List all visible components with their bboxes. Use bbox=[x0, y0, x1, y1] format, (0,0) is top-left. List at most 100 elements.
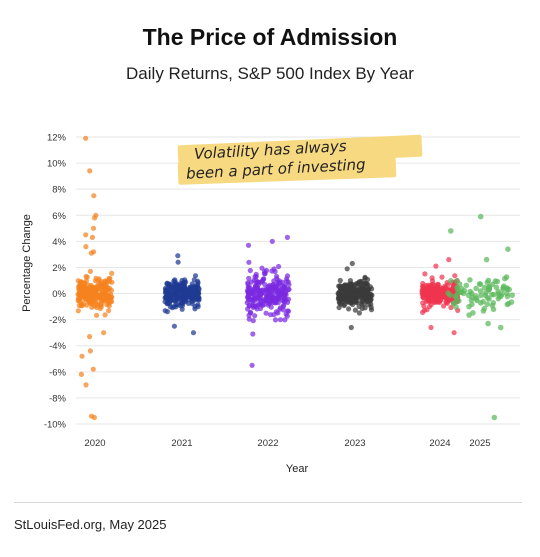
data-point-2024 bbox=[443, 299, 449, 305]
data-point-2020 bbox=[98, 304, 104, 310]
data-point-2022 bbox=[245, 289, 251, 295]
data-point-2024 bbox=[441, 303, 447, 309]
data-point-2025 bbox=[463, 282, 470, 289]
data-point-2020 bbox=[78, 289, 84, 295]
data-point-2022 bbox=[284, 273, 291, 279]
data-point-2023 bbox=[368, 301, 374, 307]
data-point-2025 bbox=[448, 228, 454, 234]
data-point-2024 bbox=[437, 292, 443, 298]
data-point-2020 bbox=[87, 334, 93, 340]
data-point-2021 bbox=[182, 299, 189, 305]
data-point-2022 bbox=[252, 297, 258, 303]
data-point-2023 bbox=[361, 301, 367, 307]
x-axis-label: Year bbox=[286, 463, 309, 475]
data-point-2021 bbox=[175, 259, 181, 265]
data-point-2022 bbox=[282, 317, 288, 323]
chart-subtitle: Daily Returns, S&P 500 Index By Year bbox=[126, 64, 414, 83]
data-point-2022 bbox=[245, 242, 252, 248]
data-point-2023 bbox=[367, 284, 373, 290]
y-tick-labels: -10% -8% -6% -4% -2% 0% 2% 4% 6% 8% 10% 12% bbox=[44, 133, 67, 431]
data-point-2020 bbox=[89, 234, 95, 240]
data-point-2025 bbox=[445, 290, 451, 296]
data-point-2024 bbox=[420, 285, 427, 291]
data-point-2022 bbox=[252, 313, 258, 319]
data-point-2020 bbox=[87, 348, 93, 354]
data-point-2022 bbox=[263, 310, 269, 316]
data-point-2025 bbox=[508, 299, 515, 305]
data-point-2025 bbox=[473, 285, 479, 292]
data-point-2022 bbox=[280, 303, 286, 309]
data-point-2023 bbox=[368, 292, 374, 298]
data-point-2025 bbox=[497, 324, 504, 331]
data-point-2025 bbox=[491, 414, 498, 421]
data-point-2021 bbox=[162, 308, 168, 314]
data-point-2020 bbox=[91, 298, 97, 304]
data-point-2020 bbox=[87, 168, 93, 174]
data-point-2021 bbox=[189, 300, 195, 307]
data-point-2025 bbox=[489, 281, 496, 288]
data-point-2020 bbox=[109, 270, 115, 276]
data-point-2023 bbox=[356, 303, 362, 309]
data-point-2021 bbox=[166, 300, 173, 307]
grid-lines bbox=[76, 136, 520, 425]
x-tick-label: 2022 bbox=[257, 438, 278, 449]
data-point-2020 bbox=[92, 215, 98, 221]
data-point-2024 bbox=[439, 274, 445, 280]
data-point-2023 bbox=[346, 299, 352, 305]
data-point-2021 bbox=[196, 285, 202, 292]
data-point-2022 bbox=[285, 308, 291, 314]
scatter-chart: -10%-8%-6%-4%-2%0%2%4%6%8%10%12% 2020 202… bbox=[21, 133, 520, 475]
data-point-2020 bbox=[78, 299, 84, 305]
data-point-2022 bbox=[252, 283, 259, 289]
y-tick-label: -8% bbox=[49, 393, 66, 404]
data-point-2020 bbox=[79, 353, 85, 359]
data-point-2025 bbox=[478, 292, 484, 299]
data-point-2021 bbox=[190, 295, 196, 301]
data-point-2025 bbox=[477, 281, 484, 288]
data-point-2020 bbox=[102, 312, 108, 318]
data-point-2022 bbox=[247, 309, 253, 316]
data-point-2021 bbox=[195, 280, 201, 286]
data-point-2024 bbox=[420, 300, 426, 306]
data-point-2024 bbox=[448, 304, 454, 311]
data-point-2022 bbox=[271, 278, 277, 284]
data-point-2025 bbox=[480, 298, 486, 305]
data-point-2021 bbox=[168, 292, 174, 298]
data-point-2020 bbox=[83, 244, 89, 250]
data-point-2020 bbox=[89, 285, 95, 291]
data-point-2022 bbox=[284, 278, 290, 284]
data-point-2022 bbox=[254, 293, 261, 299]
data-point-2024 bbox=[451, 330, 457, 336]
data-point-2022 bbox=[277, 317, 283, 323]
data-point-2020 bbox=[78, 371, 84, 377]
data-point-2022 bbox=[260, 290, 266, 296]
data-point-2020 bbox=[101, 330, 107, 336]
x-tick-label: 2021 bbox=[171, 438, 192, 449]
data-point-2020 bbox=[79, 281, 85, 287]
data-point-2021 bbox=[192, 273, 199, 279]
data-point-2020 bbox=[88, 250, 94, 256]
data-point-2021 bbox=[173, 304, 179, 310]
data-point-2021 bbox=[172, 277, 178, 283]
data-point-2021 bbox=[191, 277, 197, 283]
y-tick-label: 4% bbox=[52, 237, 66, 248]
data-point-2023 bbox=[368, 307, 375, 313]
data-point-2021 bbox=[167, 283, 174, 289]
data-point-2020 bbox=[94, 312, 100, 318]
data-point-2022 bbox=[246, 316, 252, 322]
data-point-2022 bbox=[271, 285, 277, 291]
data-point-2022 bbox=[284, 234, 290, 240]
data-point-2025 bbox=[483, 256, 490, 263]
data-point-2022 bbox=[283, 288, 289, 294]
data-point-2025 bbox=[481, 284, 488, 291]
data-point-2020 bbox=[90, 225, 97, 231]
data-point-2023 bbox=[344, 266, 350, 272]
data-point-2021 bbox=[171, 298, 178, 304]
data-point-2023 bbox=[353, 299, 360, 306]
data-point-2020 bbox=[99, 284, 105, 290]
data-point-2020 bbox=[88, 413, 95, 419]
data-point-2021 bbox=[190, 330, 197, 336]
data-point-2025 bbox=[505, 246, 511, 252]
data-point-2023 bbox=[348, 324, 354, 331]
data-point-2025 bbox=[448, 278, 454, 284]
